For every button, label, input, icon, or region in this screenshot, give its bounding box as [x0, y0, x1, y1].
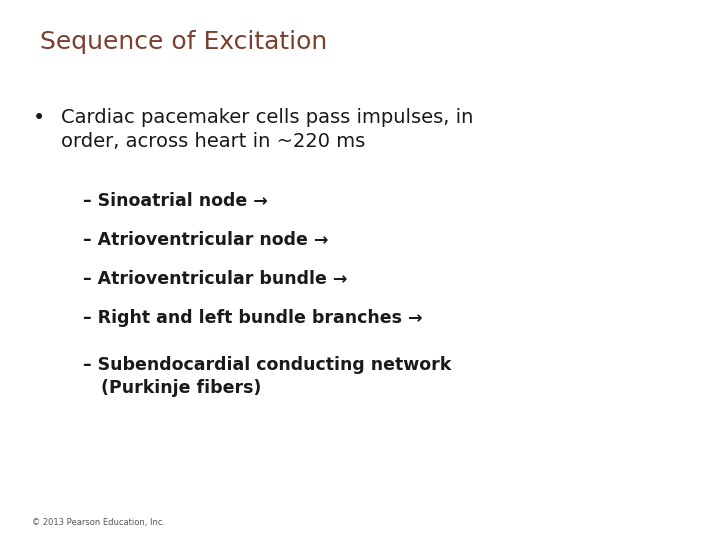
Text: © 2013 Pearson Education, Inc.: © 2013 Pearson Education, Inc. [32, 517, 166, 526]
Text: – Right and left bundle branches →: – Right and left bundle branches → [83, 309, 423, 327]
Text: – Subendocardial conducting network
   (Purkinje fibers): – Subendocardial conducting network (Pur… [83, 356, 451, 396]
Text: – Atrioventricular bundle →: – Atrioventricular bundle → [83, 270, 347, 288]
Text: – Atrioventricular node →: – Atrioventricular node → [83, 231, 328, 249]
Text: Cardiac pacemaker cells pass impulses, in
order, across heart in ~220 ms: Cardiac pacemaker cells pass impulses, i… [61, 108, 474, 151]
Text: – Sinoatrial node →: – Sinoatrial node → [83, 192, 268, 210]
Text: Sequence of Excitation: Sequence of Excitation [40, 30, 327, 53]
Text: •: • [32, 108, 45, 128]
